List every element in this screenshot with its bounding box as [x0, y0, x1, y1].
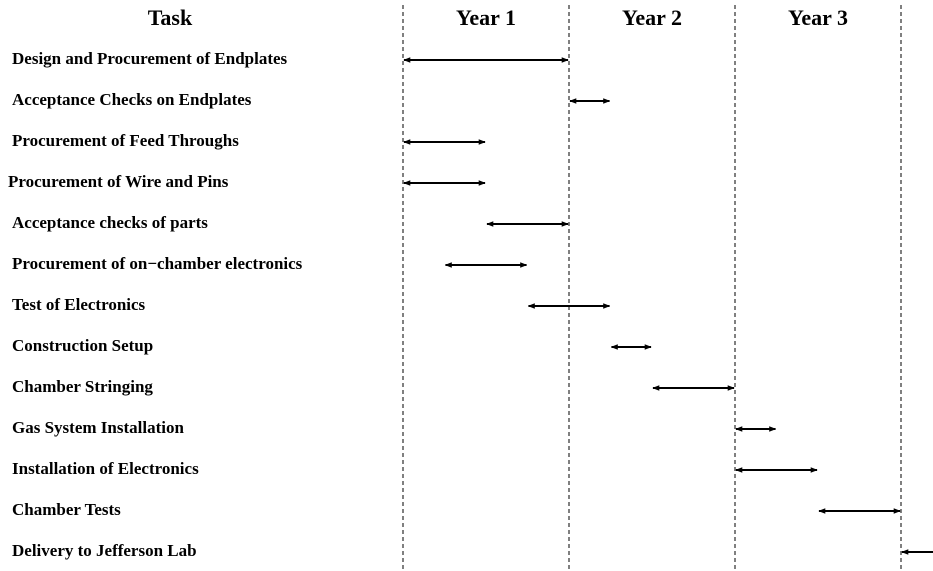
task-label: Chamber Tests	[12, 500, 121, 519]
period-label: Year 1	[456, 5, 516, 30]
task-label: Construction Setup	[12, 336, 153, 355]
task-label: Acceptance checks of parts	[12, 213, 208, 232]
task-label: Chamber Stringing	[12, 377, 153, 396]
column-header: Task	[148, 5, 193, 30]
period-label: Year 2	[622, 5, 682, 30]
task-label: Procurement of on−chamber electronics	[12, 254, 303, 273]
task-label: Installation of Electronics	[12, 459, 199, 478]
task-label: Procurement of Feed Throughs	[12, 131, 239, 150]
task-label: Delivery to Jefferson Lab	[12, 541, 197, 560]
task-label: Procurement of Wire and Pins	[8, 172, 229, 191]
task-label: Design and Procurement of Endplates	[12, 49, 288, 68]
period-label: Year 3	[788, 5, 848, 30]
task-label: Gas System Installation	[12, 418, 184, 437]
task-label: Acceptance Checks on Endplates	[12, 90, 252, 109]
task-label: Test of Electronics	[12, 295, 146, 314]
